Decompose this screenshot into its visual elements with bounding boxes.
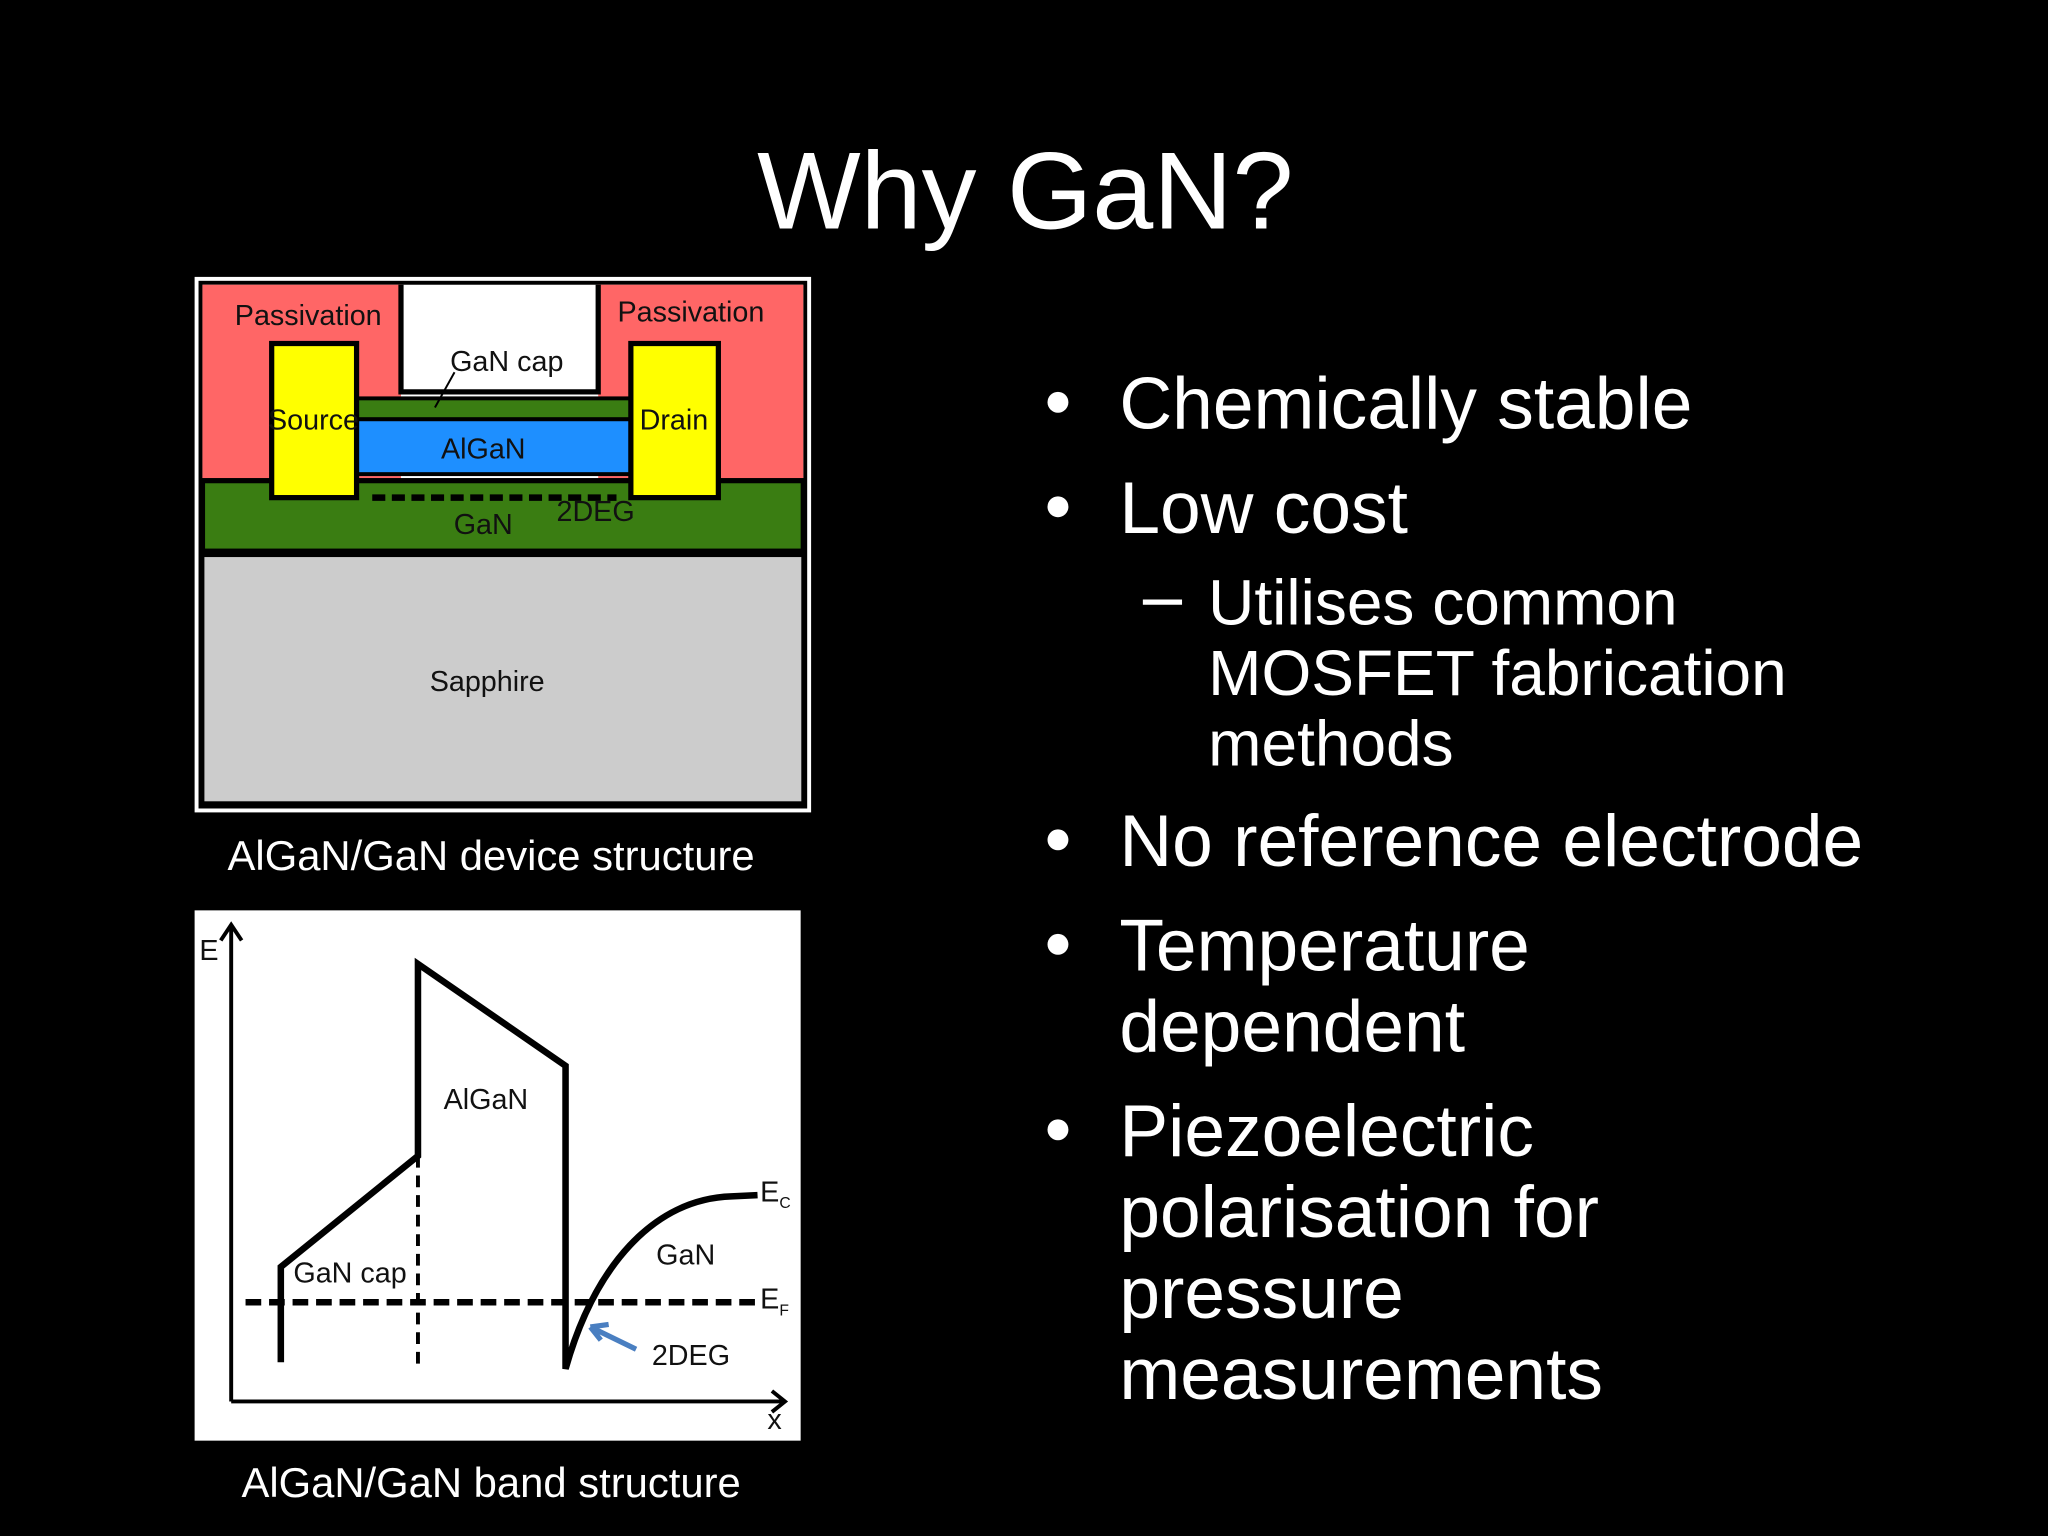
bullet-dot xyxy=(1047,1119,1069,1141)
label: Source xyxy=(268,405,359,437)
label: 2DEG xyxy=(556,496,634,528)
label: Sapphire xyxy=(430,666,545,698)
bullet-dot xyxy=(1047,391,1069,413)
label: GaN cap xyxy=(293,1258,406,1290)
sub-bullet-text: Utilises common xyxy=(1208,566,1677,638)
bullet-text: Low cost xyxy=(1119,468,1408,549)
slide-title: Why GaN? xyxy=(757,131,1293,253)
bullet-dot xyxy=(1047,496,1069,518)
caption: AlGaN/GaN band structure xyxy=(241,1459,740,1506)
bullet-text: Temperature xyxy=(1119,905,1530,986)
bullet-text: Chemically stable xyxy=(1119,363,1692,444)
label: Passivation xyxy=(235,300,382,332)
label: GaN cap xyxy=(450,346,563,378)
label: GaN xyxy=(454,509,513,541)
label: GaN xyxy=(656,1239,715,1271)
label: AlGaN xyxy=(441,433,526,465)
label: EF xyxy=(760,1284,789,1320)
bullet-text: pressure xyxy=(1119,1253,1404,1334)
label: Passivation xyxy=(618,296,765,328)
band-figure: E x AlGaN GaN cap GaN EC EF 2DEG xyxy=(194,910,801,1441)
label: x xyxy=(767,1404,782,1436)
bullet-text: measurements xyxy=(1119,1334,1603,1415)
bullet-text: polarisation for xyxy=(1119,1172,1599,1253)
bullet-dot xyxy=(1047,829,1069,851)
label: AlGaN xyxy=(444,1084,529,1116)
label: Drain xyxy=(640,405,709,437)
bullet-dot xyxy=(1047,933,1069,955)
label: E xyxy=(199,935,218,967)
sub-bullet-text: MOSFET fabrication xyxy=(1208,637,1787,709)
sub-bullet-text: methods xyxy=(1208,707,1453,779)
bullet-list: Chemically stable Low cost Utilises common… xyxy=(1047,363,1863,1415)
label: 2DEG xyxy=(652,1340,730,1372)
bullet-text: dependent xyxy=(1119,986,1465,1067)
bullet-text: Piezoelectric xyxy=(1119,1091,1534,1172)
label: EC xyxy=(760,1177,790,1213)
bullet-text: No reference electrode xyxy=(1119,801,1863,882)
caption: AlGaN/GaN device structure xyxy=(228,832,755,879)
device-figure: Passivation Passivation GaN cap Source D… xyxy=(194,276,812,813)
